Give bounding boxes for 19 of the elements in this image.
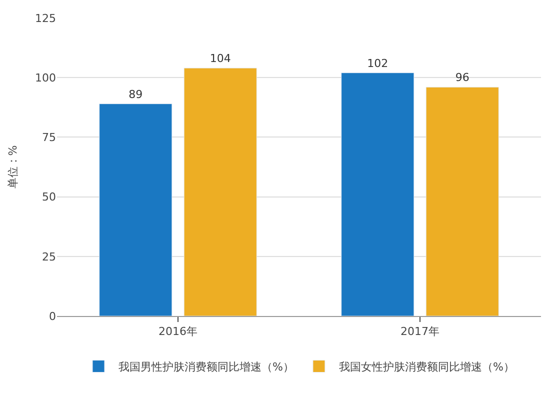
bar [184, 68, 257, 316]
y-tick-label: 125 [35, 12, 56, 25]
y-tick-label: 75 [42, 131, 56, 144]
data-label: 102 [367, 56, 388, 70]
x-tick-label: 2017年 [400, 325, 440, 338]
data-label: 89 [128, 88, 143, 101]
x-tick-label: 2016年 [158, 325, 198, 338]
legend-label: 我国男性护肤消费额同比增速（%） [118, 360, 294, 374]
y-axis-title: 单位：% [6, 145, 20, 189]
bar [341, 72, 414, 316]
y-tick-label: 50 [42, 190, 56, 204]
y-tick-label: 100 [35, 71, 56, 84]
y-tick-label: 0 [49, 310, 56, 323]
y-tick-label: 25 [42, 250, 56, 264]
data-label: 96 [455, 71, 470, 84]
data-label: 104 [210, 52, 231, 66]
bar [99, 104, 172, 316]
legend-label: 我国女性护肤消费额同比增速（%） [338, 360, 514, 374]
bar [426, 86, 499, 316]
